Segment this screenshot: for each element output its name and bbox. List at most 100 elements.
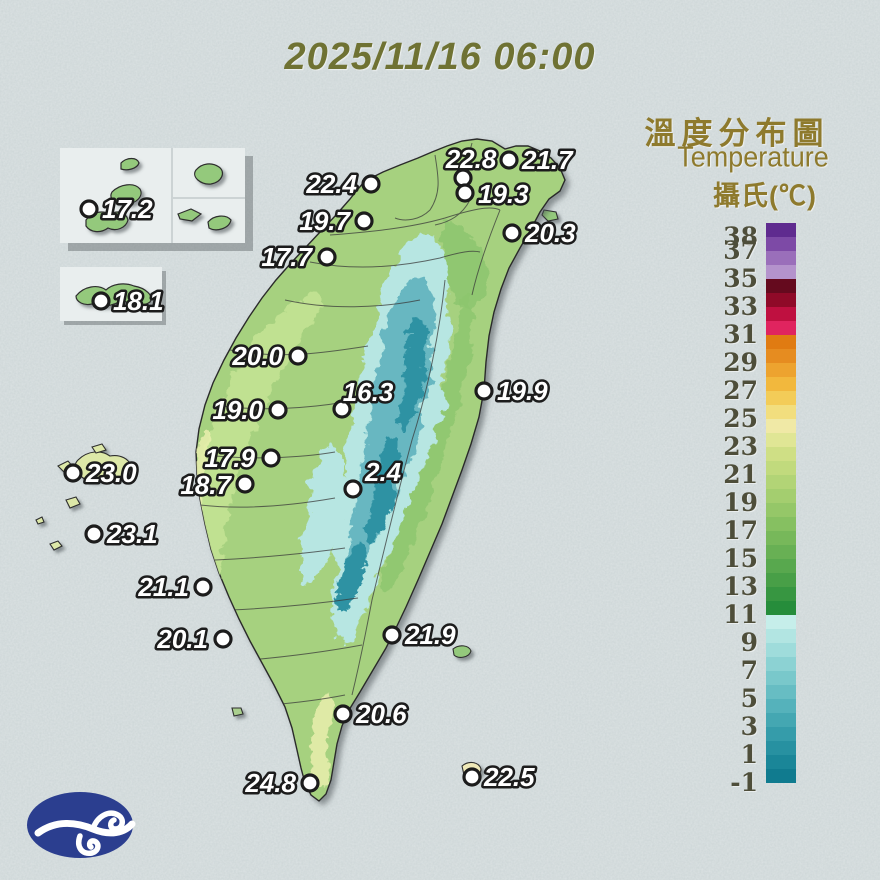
station-dot xyxy=(474,381,494,401)
west-plain xyxy=(196,293,322,709)
station-marker: 19.0 xyxy=(210,393,288,428)
mountain-cores xyxy=(335,318,428,611)
stations-layer: 17.2 18.1 22.4 22.8 21.7 19.3 19.7 20.3 17.7 20.0… xyxy=(63,142,579,801)
south-valley-pale xyxy=(310,697,335,788)
station-marker: 19.9 xyxy=(474,374,551,409)
mountain-core-north xyxy=(397,318,428,430)
station-dot xyxy=(193,577,213,597)
station-marker: 17.2 xyxy=(79,192,156,227)
station-marker: 21.7 xyxy=(499,143,577,178)
station-temperature-value: 23.1 xyxy=(106,519,158,549)
station-marker: 16.3 xyxy=(332,375,396,419)
station-dot xyxy=(268,400,288,420)
station-marker: 22.5 xyxy=(462,760,538,795)
station-temperature-value: 22.8 xyxy=(445,144,497,174)
matsu-beigan-island xyxy=(110,184,142,205)
station-temperature-value: 18.7 xyxy=(180,470,232,500)
station-temperature-value: 18.1 xyxy=(113,286,164,316)
station-temperature-value: 21.9 xyxy=(404,620,456,650)
station-marker: 17.7 xyxy=(259,240,337,275)
station-temperature-value: 17.2 xyxy=(102,194,153,224)
station-temperature-value: 17.7 xyxy=(261,242,313,272)
station-temperature-value: 21.7 xyxy=(521,145,574,175)
guishan-island xyxy=(541,209,559,222)
station-marker: 19.3 xyxy=(455,177,532,212)
mountain-core-central xyxy=(365,436,401,543)
station-temperature-value: 22.5 xyxy=(483,762,535,792)
station-marker: 20.6 xyxy=(333,697,410,732)
station-marker: 17.9 xyxy=(202,441,281,476)
islet-a xyxy=(177,208,203,222)
station-marker: 23.1 xyxy=(84,517,160,552)
station-temperature-value: 19.3 xyxy=(478,179,529,209)
penghu-islet-s3 xyxy=(35,516,45,525)
station-temperature-value: 24.8 xyxy=(244,768,296,798)
station-dot xyxy=(382,625,402,645)
station-dot xyxy=(455,183,475,203)
dongyin-island xyxy=(194,163,224,185)
east-coast-range xyxy=(380,293,473,594)
station-temperature-value: 16.3 xyxy=(343,377,394,407)
green-island xyxy=(452,645,472,658)
station-dot xyxy=(261,448,281,468)
station-temperature-value: 2.4 xyxy=(364,457,402,487)
penghu-islet-n xyxy=(91,443,107,454)
station-dot xyxy=(502,223,522,243)
station-dot xyxy=(63,463,83,483)
station-marker: 20.3 xyxy=(502,216,579,251)
station-marker: 21.9 xyxy=(382,618,459,653)
northeast-hills xyxy=(442,220,488,307)
station-temperature-value: 19.9 xyxy=(497,376,548,406)
station-marker: 22.4 xyxy=(303,167,381,202)
station-temperature-value: 22.4 xyxy=(305,169,357,199)
matsu-nangan-island xyxy=(85,211,129,233)
station-temperature-value: 20.3 xyxy=(524,218,576,248)
station-dot xyxy=(333,704,353,724)
station-marker: 24.8 xyxy=(242,766,320,801)
station-marker: 21.1 xyxy=(135,570,213,605)
station-marker: 20.0 xyxy=(229,339,308,374)
penghu-islands xyxy=(35,443,132,551)
station-dot xyxy=(499,150,519,170)
station-dot xyxy=(317,247,337,267)
station-dot xyxy=(91,291,111,311)
station-temperature-value: 20.0 xyxy=(231,341,283,371)
station-dot xyxy=(213,629,233,649)
station-dot xyxy=(235,474,255,494)
station-temperature-value: 19.0 xyxy=(212,395,263,425)
station-dot xyxy=(300,773,320,793)
station-temperature-value: 21.1 xyxy=(137,572,189,602)
station-dot xyxy=(361,174,381,194)
matsu-islet xyxy=(120,157,140,171)
station-marker: 20.1 xyxy=(154,622,233,657)
alishan-range-light xyxy=(300,443,345,584)
station-dot xyxy=(462,767,482,787)
inset-boxes xyxy=(60,148,253,325)
mountain-core-south xyxy=(335,543,368,611)
station-marker: 18.1 xyxy=(91,284,166,319)
station-dot xyxy=(332,399,352,419)
station-dot xyxy=(343,479,363,499)
station-marker: 2.4 xyxy=(343,455,404,499)
cwa-logo xyxy=(27,792,136,858)
station-dot xyxy=(79,199,99,219)
station-marker: 19.7 xyxy=(297,204,374,239)
logo-cloud-swirl-icon xyxy=(34,810,136,857)
station-dot xyxy=(354,211,374,231)
station-dot xyxy=(288,346,308,366)
xiaoliuqiu-island xyxy=(231,707,244,717)
penghu-islet-s xyxy=(65,496,81,509)
station-temperature-value: 20.6 xyxy=(355,699,407,729)
station-marker: 18.7 xyxy=(178,468,255,503)
station-temperature-value: 17.9 xyxy=(204,443,255,473)
station-temperature-value: 23.0 xyxy=(85,458,137,488)
terrain-layer xyxy=(196,142,501,788)
station-temperature-value: 19.7 xyxy=(299,206,351,236)
station-temperature-value: 20.1 xyxy=(156,624,208,654)
penghu-islet-s2 xyxy=(49,540,63,551)
islet-b xyxy=(207,215,232,231)
station-marker: 23.0 xyxy=(63,456,140,491)
station-marker: 22.8 xyxy=(442,142,499,188)
